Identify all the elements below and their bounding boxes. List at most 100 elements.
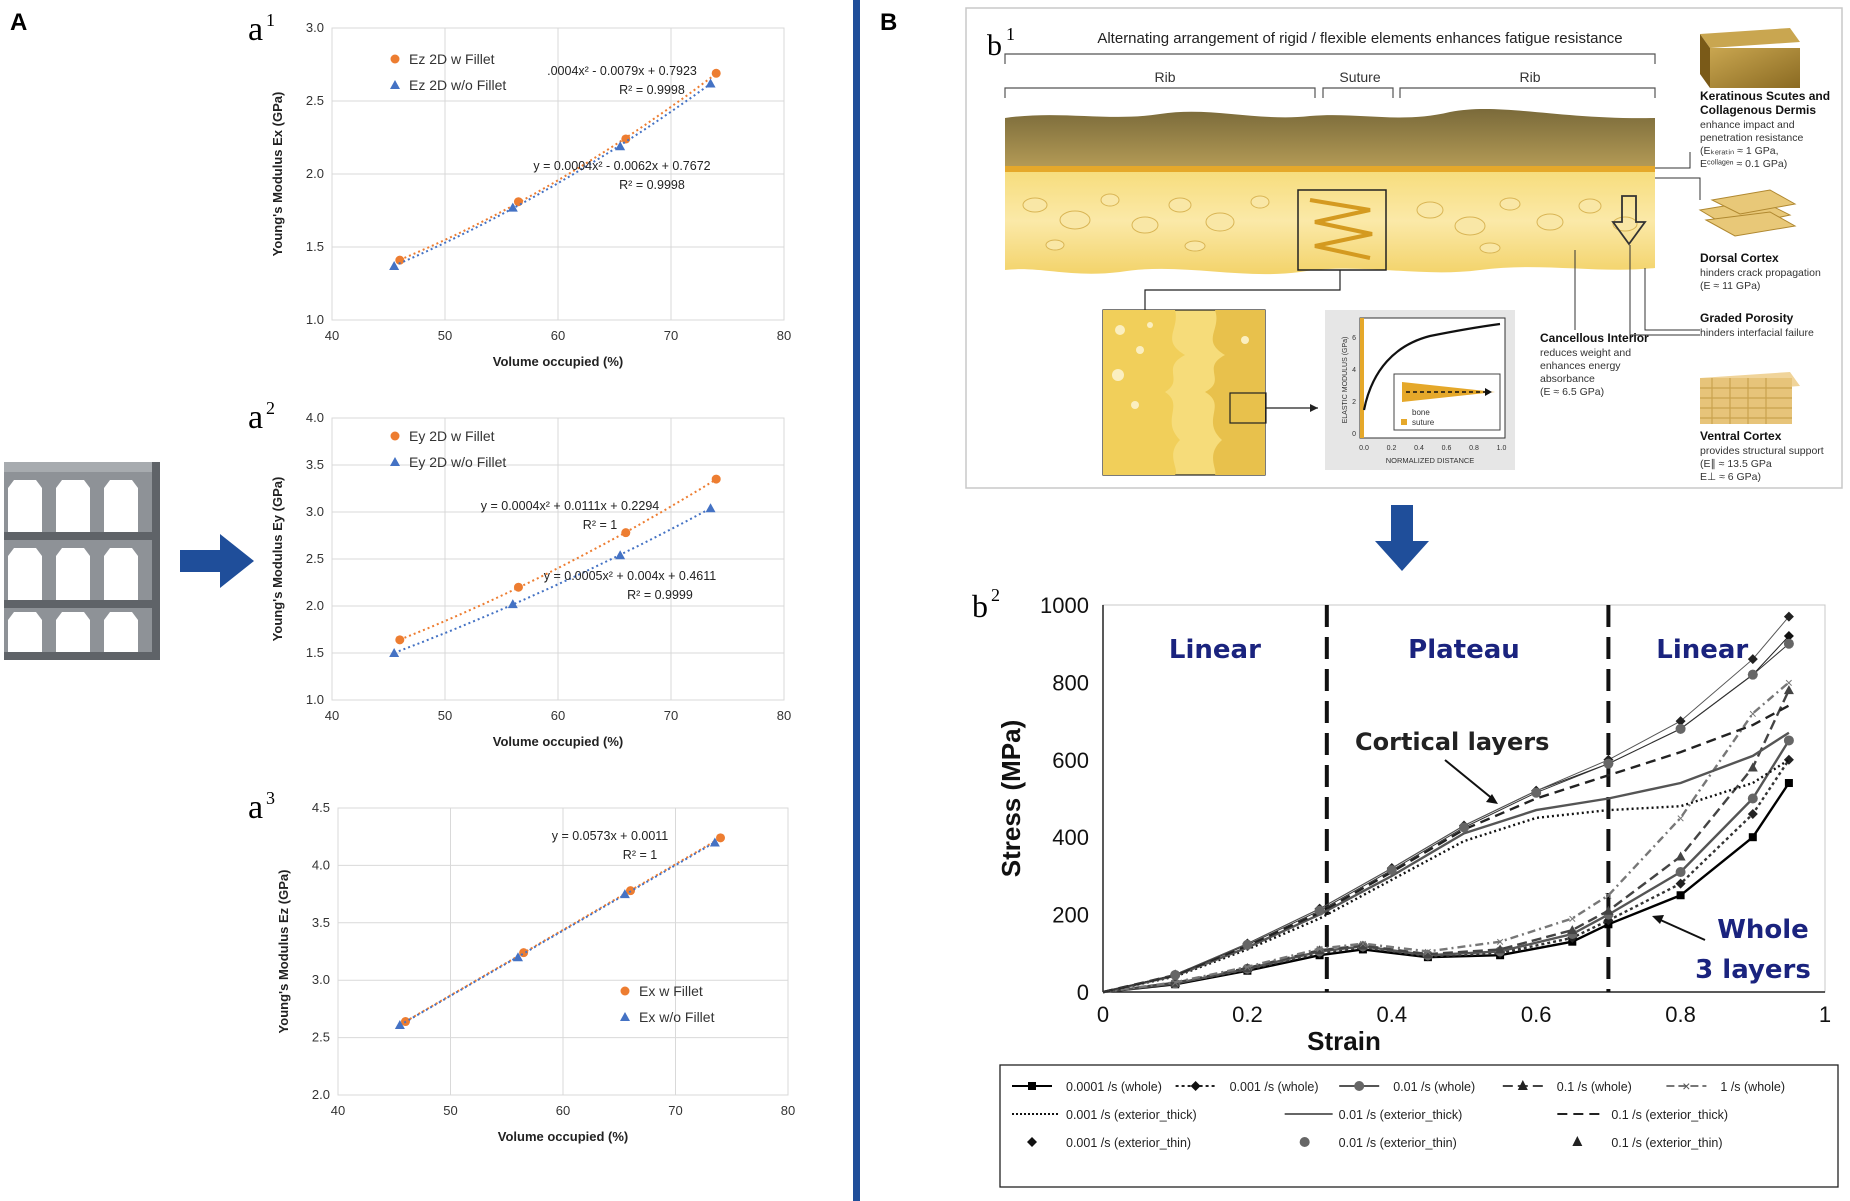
x-tick-label: 50 — [438, 328, 452, 343]
chart-a2: a 2 40 50 60 70 80 1.0 1.5 2.0 2.5 3.0 3.5 4.0 Volume … — [248, 398, 791, 749]
equation-label: y = 0.0005x² + 0.004x + 0.4611 — [544, 569, 717, 583]
zoom-connector — [1144, 270, 1341, 310]
scute-block-icon — [1700, 28, 1800, 88]
x-tick-label: 40 — [331, 1103, 345, 1118]
series-line-4 — [1102, 681, 1790, 994]
annotation-3layers: 3 layers — [1695, 955, 1811, 985]
data-marker: × — [1604, 887, 1612, 903]
legend-marker — [1027, 1137, 1037, 1147]
segment-rib-right: Rib — [1519, 69, 1540, 85]
data-marker: × — [1316, 941, 1324, 957]
x-tick-label: 60 — [556, 1103, 570, 1118]
y-tick-label: 200 — [1052, 903, 1089, 928]
x-axis-label: Volume occupied (%) — [493, 354, 624, 369]
x-tick-label: 1 — [1819, 1002, 1831, 1027]
inset-x-tick: 0.4 — [1414, 445, 1424, 452]
data-marker: × — [1568, 910, 1576, 926]
legend-item: 0.0001 /s (whole) — [1012, 1080, 1162, 1094]
data-point — [621, 528, 631, 538]
zoom-bone-left — [1103, 310, 1185, 475]
inset-ylabel: ELASTIC MODULUS (GPa) — [1342, 337, 1349, 424]
segment-rib-left: Rib — [1154, 69, 1175, 85]
callout-ventral-title: Ventral Cortex — [1700, 429, 1782, 443]
arrow-down-icon — [1611, 195, 1647, 246]
data-marker — [1675, 716, 1686, 727]
chart-label-sup: 2 — [991, 585, 1000, 605]
leader-lines — [1574, 152, 1701, 336]
x-tick-label: 0.8 — [1665, 1002, 1696, 1027]
data-marker — [1459, 822, 1469, 833]
y-tick-label: 1.5 — [306, 645, 324, 660]
x-tick-label: 60 — [551, 328, 565, 343]
equation-label: y = 0.0004x² + 0.0111x + 0.2294 — [481, 499, 660, 513]
legend-label: Ey 2D w Fillet — [409, 428, 495, 444]
data-point — [513, 952, 523, 962]
inset-ticks: 0.0 0.2 0.4 0.6 0.8 1.0 0 2 4 6 — [1352, 335, 1506, 452]
pores — [1022, 193, 1638, 254]
x-tick-label: 50 — [438, 708, 452, 723]
plot-area — [1102, 604, 1826, 993]
data-marker — [1422, 949, 1433, 959]
x-tick-label: 40 — [325, 328, 339, 343]
region-label: Linear — [1169, 635, 1261, 665]
data-point — [389, 260, 400, 270]
data-marker — [1783, 754, 1794, 765]
b1-label: b — [987, 29, 1002, 62]
x-tick-label: 0.2 — [1232, 1002, 1263, 1027]
data-point — [394, 1019, 405, 1029]
legend-marker — [1028, 1082, 1036, 1090]
y-tick-label: 1000 — [1040, 593, 1089, 618]
region-label: Linear — [1656, 635, 1748, 665]
data-marker — [1242, 939, 1253, 950]
callout-scutes-line-3: (Eₖₑᵣₐₜᵢₙ ≈ 1 GPa, — [1700, 145, 1779, 157]
legend-item: 0.1 /s (exterior_thin) — [1572, 1136, 1723, 1150]
x-tick-label: 80 — [777, 328, 791, 343]
legend-label: 0.1 /s (exterior_thick) — [1611, 1108, 1728, 1122]
rib-bracket-left — [1004, 87, 1316, 98]
annotation-arrow-line — [1655, 917, 1706, 941]
y-axis-label: Stress (MPa) — [996, 720, 1026, 878]
legend-label: 1 /s (whole) — [1720, 1080, 1785, 1094]
legend-label: 0.001 /s (exterior_thin) — [1066, 1136, 1191, 1150]
chart-label: a — [248, 789, 263, 826]
callouts: Keratinous Scutes and Collagenous Dermis… — [1540, 89, 1830, 483]
y-tick-label: 2.5 — [312, 1030, 330, 1045]
suture-bracket — [1322, 87, 1394, 98]
inset-xlabel: NORMALIZED DISTANCE — [1386, 456, 1475, 465]
x-tick-label: 50 — [443, 1103, 457, 1118]
chart-label: a — [248, 399, 263, 436]
x-tick-label: 70 — [668, 1103, 682, 1118]
data-point — [507, 599, 518, 609]
data-marker: × — [1749, 705, 1757, 721]
legend-item: 0.001 /s (exterior_thin) — [1027, 1136, 1191, 1150]
diagram-title: Alternating arrangement of rigid / flexi… — [1097, 30, 1622, 47]
dorsal-cortex-icon — [1698, 189, 1797, 237]
b1-label-sup: 1 — [1006, 24, 1015, 44]
callout-ventral-line-3: E⊥ ≈ 6 GPa) — [1700, 471, 1761, 483]
y-tick-label: 3.5 — [306, 457, 324, 472]
annotation-cortical: Cortical layers — [1355, 728, 1549, 756]
x-tick-label: 70 — [664, 328, 678, 343]
y-tick-label: 1.5 — [306, 239, 324, 254]
data-marker — [1495, 944, 1506, 954]
chart-label-sup: 1 — [266, 10, 275, 30]
arrow-down-icon — [1375, 505, 1429, 571]
legend-label: Ey 2D w/o Fillet — [409, 454, 506, 470]
y-tick-label: 2.0 — [306, 598, 324, 613]
data-marker — [1676, 891, 1685, 900]
inset-x-tick: 0.6 — [1442, 445, 1452, 452]
data-marker: × — [1424, 943, 1432, 959]
data-point — [395, 635, 405, 645]
callout-scutes-title-2: Collagenous Dermis — [1700, 103, 1816, 117]
inset-legend-suture: suture — [1412, 418, 1435, 427]
data-marker — [1747, 808, 1758, 819]
y-tick-label: 800 — [1052, 670, 1089, 695]
x-tick-label: 0.4 — [1377, 1002, 1408, 1027]
callout-porosity-line-1: hinders interfacial failure — [1700, 327, 1814, 339]
y-tick-label: 3.0 — [306, 504, 324, 519]
segment-suture: Suture — [1339, 69, 1380, 85]
inset-x-tick: 1.0 — [1497, 445, 1507, 452]
legend-label: 0.1 /s (exterior_thin) — [1611, 1136, 1722, 1150]
legend-label: Ex w/o Fillet — [639, 1009, 715, 1025]
callout-dorsal-line-1: hinders crack propagation — [1700, 267, 1821, 279]
